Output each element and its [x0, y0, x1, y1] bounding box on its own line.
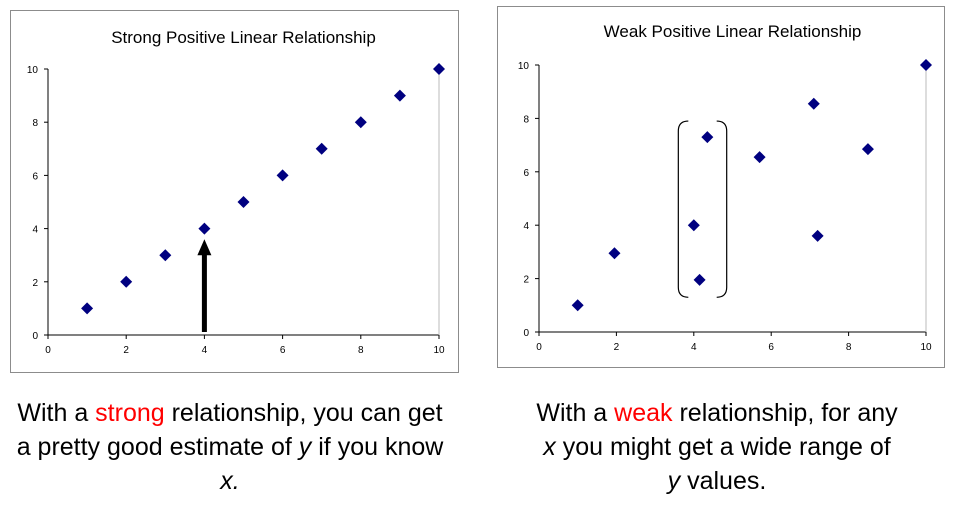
data-point [354, 116, 367, 129]
x-tick-label: 6 [280, 345, 286, 356]
data-point [811, 229, 824, 242]
x-tick-label: 0 [45, 345, 51, 356]
data-point [571, 299, 584, 312]
data-point [393, 89, 406, 102]
strong-caption: With a strong relationship, you can get … [10, 396, 450, 498]
caption-text: if you know [311, 433, 444, 461]
weak-chart-panel: Weak Positive Linear Relationship 0 2 4 6 8 10… [497, 6, 945, 368]
caption-variable: y [298, 433, 312, 461]
strong-chart-panel: Strong Positive Linear Relationship 0 2 4 6 8… [10, 10, 459, 373]
x-tick-label: 10 [433, 345, 445, 356]
data-point [276, 169, 289, 182]
data-point [315, 142, 328, 155]
caption-variable: x [543, 433, 556, 461]
y-tick-label: 6 [523, 168, 529, 179]
data-point [861, 143, 874, 156]
x-tick-label: 4 [202, 345, 208, 356]
y-tick-label: 0 [523, 328, 529, 339]
caption-text: With a [17, 399, 96, 427]
y-tick-label: 8 [32, 118, 38, 129]
x-tick-label: 10 [920, 342, 932, 353]
strong-chart-svg: Strong Positive Linear Relationship 0 2 4 6 8… [27, 28, 445, 356]
caption-text: you might get a wide range of [555, 433, 891, 461]
data-point [81, 302, 94, 315]
data-point [237, 196, 250, 208]
caption-text: With a [536, 399, 615, 427]
y-tick-label: 2 [32, 278, 38, 289]
y-tick-label: 4 [523, 221, 529, 232]
data-point [433, 63, 445, 75]
y-tick-label: 10 [518, 61, 530, 72]
data-point [753, 151, 766, 164]
arrow-head [197, 239, 212, 256]
caption-variable: x. [220, 467, 240, 495]
y-tick-label: 10 [27, 65, 39, 76]
x-tick-label: 8 [846, 342, 852, 353]
caption-text: values. [680, 467, 767, 495]
chart-title: Weak Positive Linear Relationship [604, 22, 862, 41]
caption-highlight: strong [95, 399, 165, 427]
caption-text: relationship, you can get a pretty good … [16, 399, 443, 461]
y-tick-label: 2 [523, 275, 529, 286]
y-tick-label: 0 [32, 331, 38, 342]
data-point [701, 131, 714, 144]
bracket-right [716, 120, 728, 298]
y-tick-label: 6 [32, 171, 38, 182]
data-point [693, 273, 706, 286]
y-tick-label: 4 [32, 225, 38, 236]
weak-chart-svg: Weak Positive Linear Relationship 0 2 4 6 8 10… [518, 22, 932, 353]
x-tick-label: 6 [768, 342, 774, 353]
x-tick-label: 4 [691, 342, 697, 353]
x-tick-label: 8 [358, 345, 364, 356]
caption-highlight: weak [614, 399, 673, 427]
data-point [159, 249, 172, 262]
data-point [608, 247, 621, 260]
bracket-left [677, 120, 689, 298]
data-point [120, 275, 133, 288]
chart-title: Strong Positive Linear Relationship [111, 28, 376, 47]
data-point [687, 219, 700, 232]
data-point [198, 222, 211, 235]
weak-caption: With a weak relationship, for any x you … [497, 396, 937, 498]
data-point [807, 97, 820, 110]
data-point [920, 59, 932, 71]
caption-text: relationship, for any [672, 399, 898, 427]
y-tick-label: 8 [523, 114, 529, 125]
caption-variable: y [667, 467, 681, 495]
x-tick-label: 2 [614, 342, 620, 353]
x-tick-label: 0 [536, 342, 542, 353]
x-tick-label: 2 [123, 345, 129, 356]
